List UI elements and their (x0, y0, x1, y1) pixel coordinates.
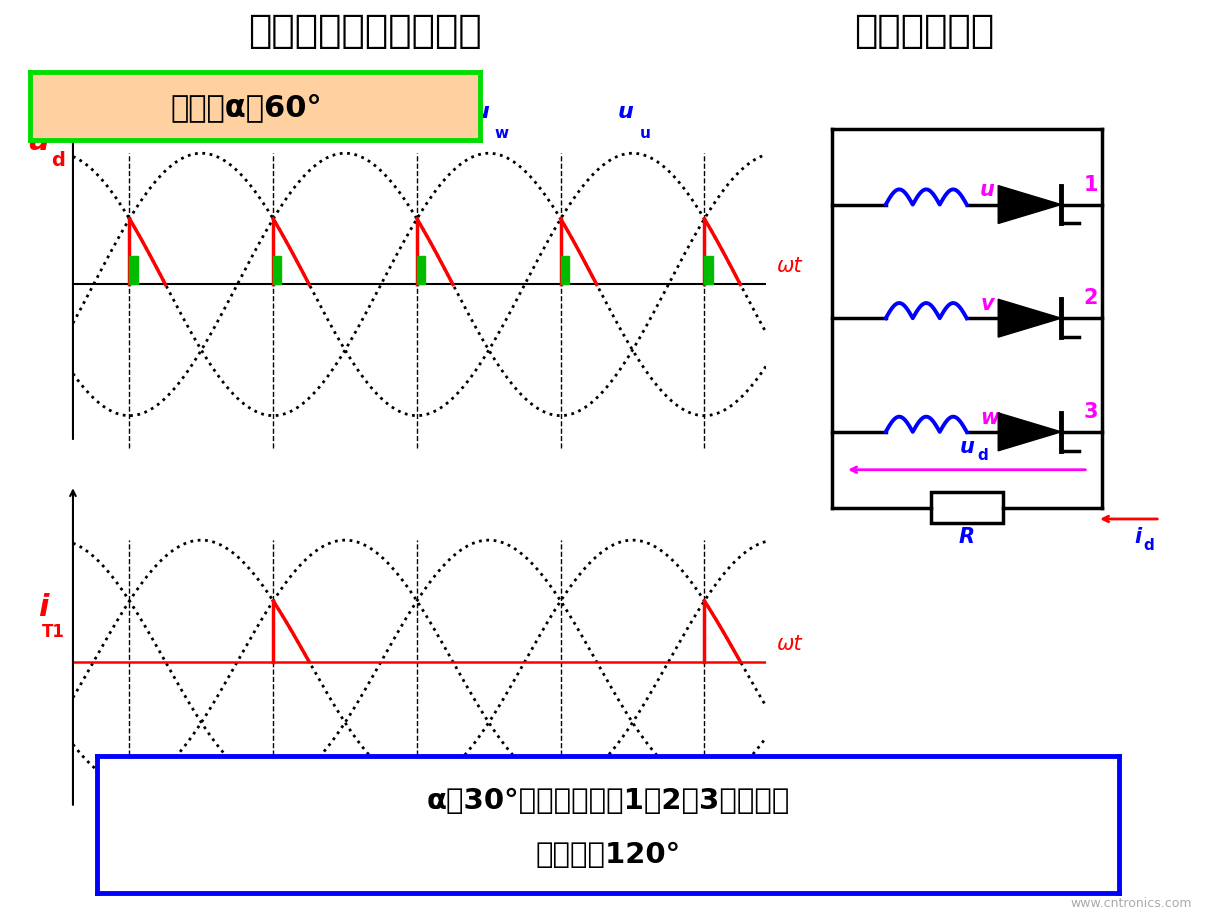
Text: v: v (353, 127, 362, 141)
Bar (129, 256, 137, 285)
Text: α＞30°时电流断续，1、2、3晶闸管导: α＞30°时电流断续，1、2、3晶闸管导 (427, 786, 789, 814)
Text: i: i (1135, 527, 1142, 546)
Text: u: u (27, 127, 49, 156)
Text: u: u (618, 101, 634, 121)
Bar (561, 256, 569, 285)
Text: v: v (980, 293, 993, 313)
Text: u: u (959, 437, 974, 457)
Text: d: d (1143, 537, 1154, 553)
Text: 1: 1 (1083, 175, 1098, 195)
Text: www.cntronics.com: www.cntronics.com (1070, 896, 1192, 909)
Text: 三相半波可控整流电路: 三相半波可控整流电路 (248, 12, 482, 50)
Text: 2: 2 (1083, 288, 1098, 308)
Bar (417, 256, 426, 285)
Text: i: i (39, 593, 49, 622)
Bar (274, 256, 281, 285)
Text: 3: 3 (1083, 402, 1098, 422)
Text: d: d (978, 447, 987, 463)
Polygon shape (998, 300, 1062, 338)
Bar (704, 256, 713, 285)
Text: ωt: ωt (776, 633, 803, 653)
Text: w: w (494, 127, 508, 141)
Polygon shape (998, 187, 1062, 224)
Text: u: u (980, 180, 995, 200)
Text: u: u (640, 127, 651, 141)
Text: 通角小于120°: 通角小于120° (535, 841, 681, 868)
Bar (930, 493, 1003, 523)
Text: ωt: ωt (776, 256, 803, 276)
Text: 控制角α＝60°: 控制角α＝60° (170, 93, 322, 121)
Text: 纯电阻性负载: 纯电阻性负载 (854, 12, 995, 50)
Polygon shape (998, 414, 1062, 451)
Text: u: u (208, 127, 219, 141)
Text: u: u (186, 101, 202, 121)
Text: w: w (980, 407, 1000, 427)
Text: u: u (474, 101, 490, 121)
Text: d: d (51, 151, 64, 170)
Text: T1: T1 (41, 622, 64, 640)
Text: R: R (958, 527, 975, 546)
Text: u: u (331, 101, 347, 121)
